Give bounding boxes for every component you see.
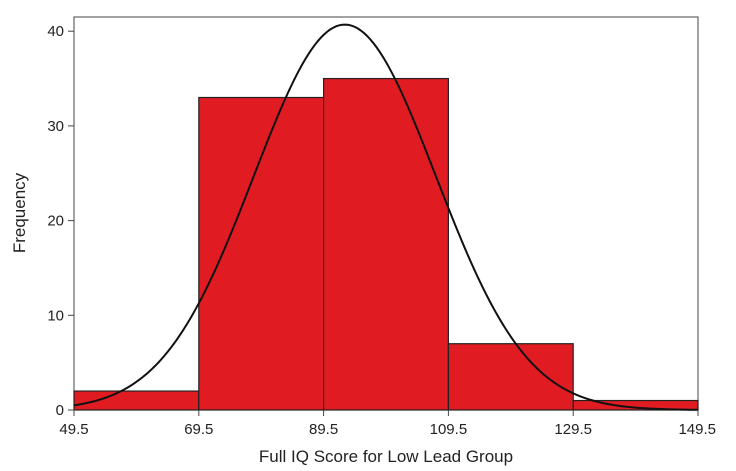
histogram-bars: [73, 77, 699, 411]
x-tick-label: 129.5: [554, 421, 592, 438]
histogram-bar-5: [572, 399, 699, 411]
x-tick-label: 109.5: [430, 421, 468, 438]
y-tick-label: 30: [47, 118, 64, 135]
histogram-bar-4: [447, 343, 574, 411]
y-tick-label: 20: [47, 213, 64, 230]
x-tick-label: 49.5: [59, 421, 88, 438]
x-axis-title: Full IQ Score for Low Lead Group: [259, 447, 513, 466]
normal-curve: [73, 23, 699, 411]
x-tick-label: 149.5: [678, 421, 716, 438]
y-axis-ticks: 0 10 20 30 40: [47, 23, 74, 419]
y-axis-title: Frequency: [10, 172, 29, 253]
y-tick-label: 40: [47, 23, 64, 40]
y-tick-label: 0: [56, 402, 64, 419]
histogram-bar-2: [198, 96, 325, 411]
x-axis-ticks: 49.5 69.5 89.5 109.5 129.5 149.5: [59, 410, 716, 438]
histogram-bar-1: [73, 390, 200, 411]
y-tick-label: 10: [47, 307, 64, 324]
x-tick-label: 89.5: [309, 421, 338, 438]
histogram-bar-3: [323, 77, 450, 411]
x-tick-label: 69.5: [184, 421, 213, 438]
